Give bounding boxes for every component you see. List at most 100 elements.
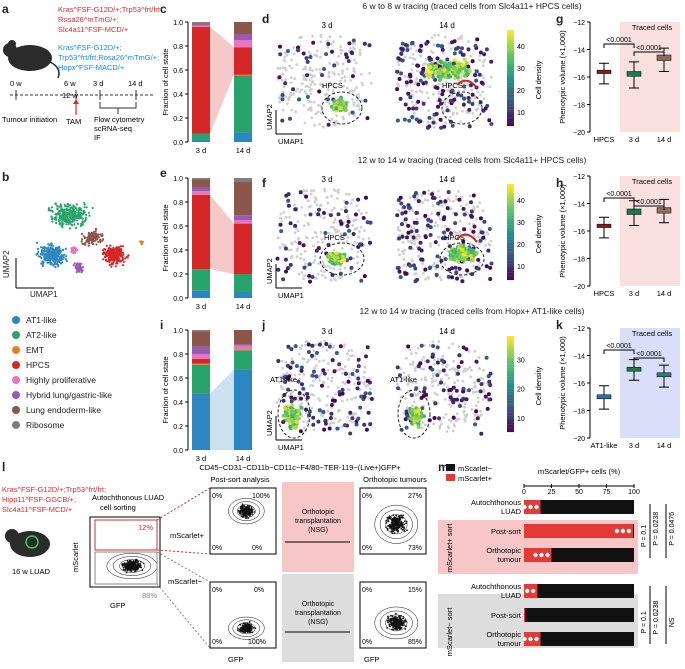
flow-event (390, 530, 393, 533)
bar-segment (234, 22, 252, 34)
background-cell (332, 123, 336, 127)
sorting-title-1: Autochthonous LUAD (92, 493, 165, 502)
bar-segment (234, 344, 252, 346)
background-cell (478, 54, 482, 58)
traced-cell (485, 406, 490, 411)
traced-cell (462, 212, 467, 217)
background-cell (397, 84, 400, 88)
transplant-band-pos (282, 482, 354, 572)
background-cell (299, 257, 302, 260)
traced-cell (431, 344, 436, 348)
background-cell (429, 242, 432, 246)
umap-point (55, 216, 58, 219)
background-cell (354, 61, 358, 65)
traced-cell (465, 72, 470, 77)
flow-contour (390, 519, 402, 530)
flow-event (389, 617, 392, 620)
background-cell (447, 392, 450, 396)
colorbar-segment (507, 106, 514, 110)
flow-event (387, 519, 389, 521)
tick-0w: 0 w (10, 79, 22, 88)
background-cell (341, 371, 344, 375)
colorbar-segment (507, 234, 514, 237)
umap-point (88, 214, 91, 217)
background-cell (355, 226, 359, 230)
x-tick-label: 3 d (196, 454, 206, 463)
umap-point (122, 264, 125, 267)
traced-cell (396, 386, 401, 391)
traced-cell (330, 358, 335, 363)
background-cell (354, 218, 358, 221)
umap-point (84, 218, 87, 221)
background-cell (321, 345, 325, 349)
background-cell (469, 375, 473, 379)
background-cell (302, 67, 305, 71)
ortho-title: Orthotopic tumours (363, 475, 427, 484)
flow-event (121, 564, 124, 567)
background-cell (328, 422, 332, 426)
flow-event (386, 619, 389, 622)
bar-segment (234, 40, 252, 48)
background-cell (488, 243, 492, 247)
flow-event (392, 530, 394, 533)
traced-cell (299, 396, 303, 401)
traced-cell (414, 386, 419, 391)
traced-cell (307, 262, 312, 267)
background-cell (281, 366, 284, 370)
traced-cell (473, 422, 478, 427)
traced-cell (343, 423, 347, 428)
background-cell (357, 105, 360, 108)
background-cell (332, 221, 336, 224)
background-cell (454, 106, 457, 110)
sort-ylabel: mScarlet (71, 541, 80, 572)
background-cell (415, 90, 418, 94)
background-cell (352, 69, 356, 73)
flow-contour (385, 514, 408, 535)
flow-event (242, 630, 245, 633)
traced-cell (332, 99, 337, 104)
p-value: <0.0001 (606, 191, 632, 198)
background-cell (444, 121, 447, 125)
background-cell (308, 68, 312, 72)
traced-cells-label: Traced cells (632, 23, 672, 32)
colorbar-segment (507, 360, 514, 363)
umap-point (46, 255, 49, 258)
background-cell (319, 411, 323, 415)
traced-cell (457, 266, 462, 271)
umap-point (60, 224, 63, 227)
umap-point (35, 241, 39, 244)
traced-cell (286, 192, 291, 197)
background-cell (281, 108, 285, 112)
flow-event (388, 623, 391, 626)
background-cell (403, 248, 407, 252)
background-cell (360, 81, 364, 85)
background-cell (315, 198, 318, 202)
umap-point (46, 261, 49, 264)
background-cell (444, 81, 448, 84)
traced-cell (298, 429, 303, 434)
background-cell (309, 52, 312, 56)
background-cell (316, 110, 320, 114)
region-outline (321, 91, 363, 125)
method-flow: Flow cytometry (94, 115, 145, 124)
background-cell (452, 359, 455, 363)
panel-label-d: d (262, 12, 270, 26)
background-cell (312, 244, 315, 248)
umap-point (79, 208, 82, 211)
traced-cell (436, 104, 440, 109)
flow-event (251, 513, 254, 516)
umap-point (72, 246, 75, 249)
background-cell (447, 403, 451, 406)
background-cell (332, 188, 336, 192)
background-cell (478, 414, 482, 418)
traced-cell (446, 190, 451, 195)
background-cell (428, 344, 432, 347)
traced-cell (470, 102, 475, 106)
row-title-3: 12 w to 14 w tracing (traced cells from … (359, 306, 585, 316)
colorbar-segment (507, 369, 514, 373)
background-cell (411, 56, 415, 60)
background-cell (470, 88, 474, 92)
traced-cell (443, 199, 448, 204)
traced-cell (406, 230, 411, 235)
background-cell (446, 385, 449, 389)
